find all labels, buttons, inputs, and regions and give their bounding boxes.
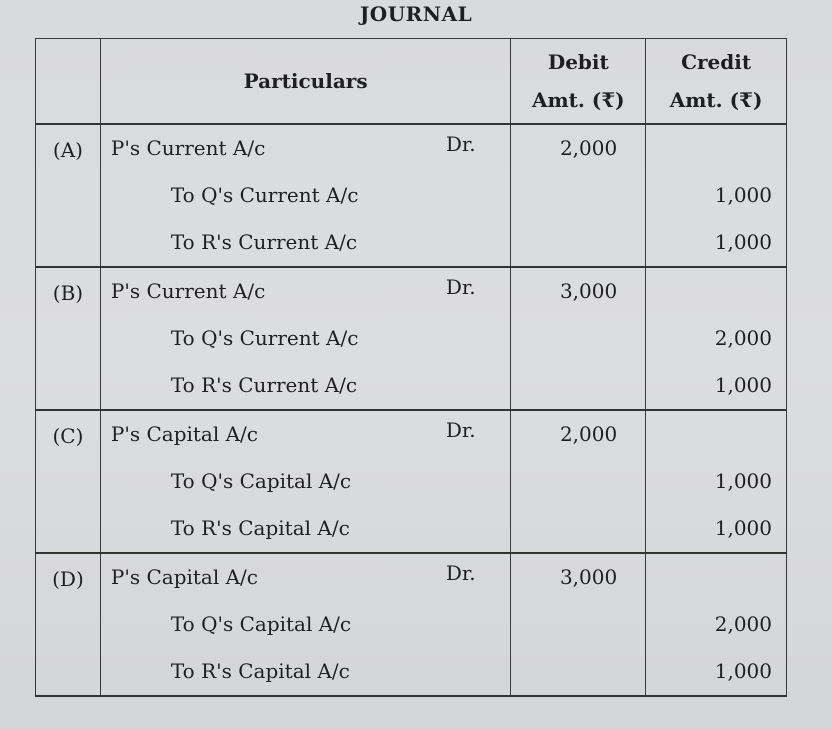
dr-marker: Dr. <box>445 561 476 585</box>
header-credit: Credit Amt. (₹) <box>645 38 787 125</box>
debit-amount: 3,000 <box>559 279 618 303</box>
debit-amount: 3,000 <box>559 565 618 589</box>
debit-account: P's Capital A/c Dr. <box>101 554 510 601</box>
credit-account: To R's Capital A/c <box>170 516 350 540</box>
credit-amount: 1,000 <box>714 659 772 683</box>
journal-entry: (D) P's Capital A/c Dr. To Q's Capital A/… <box>35 552 787 697</box>
credit-amount: 1,000 <box>714 230 772 254</box>
dr-marker: Dr. <box>445 418 476 442</box>
header-particulars: Particulars <box>99 38 512 125</box>
debit-account-name: P's Current A/c <box>110 279 266 303</box>
dr-marker: Dr. <box>445 275 476 299</box>
credit-account: To Q's Capital A/c <box>170 469 352 493</box>
entry-label: (D) <box>52 567 84 591</box>
credit-account: To Q's Current A/c <box>170 326 359 350</box>
journal-title: JOURNAL <box>359 2 473 26</box>
credit-amount: 1,000 <box>714 373 772 397</box>
debit-account-name: P's Current A/c <box>110 136 266 160</box>
journal-entry: (B) P's Current A/c Dr. To Q's Current A/… <box>35 266 787 411</box>
credit-amount: 2,000 <box>714 612 772 636</box>
debit-amount: 2,000 <box>559 422 618 446</box>
debit-account-name: P's Capital A/c <box>110 422 258 446</box>
dr-marker: Dr. <box>445 132 476 156</box>
header-label-col <box>35 38 101 125</box>
debit-account: P's Capital A/c Dr. <box>101 411 510 458</box>
debit-account-name: P's Capital A/c <box>110 565 258 589</box>
credit-amount: 2,000 <box>714 326 772 350</box>
header-row: Particulars Debit Amt. (₹) Credit Amt. (… <box>35 38 787 125</box>
credit-account: To Q's Capital A/c <box>170 612 352 636</box>
header-debit-title: Debit <box>547 50 609 74</box>
credit-account: To R's Current A/c <box>170 230 358 254</box>
header-credit-unit: Amt. (₹) <box>669 88 763 112</box>
credit-account: To R's Capital A/c <box>170 659 350 683</box>
debit-account: P's Current A/c Dr. <box>101 268 510 315</box>
debit-account: P's Current A/c Dr. <box>101 125 510 172</box>
credit-amount: 1,000 <box>714 516 772 540</box>
credit-account: To Q's Current A/c <box>170 183 359 207</box>
journal-entry: (A) P's Current A/c Dr. To Q's Current A/… <box>35 123 787 268</box>
entry-label: (B) <box>52 281 84 305</box>
credit-amount: 1,000 <box>714 183 772 207</box>
credit-account: To R's Current A/c <box>170 373 358 397</box>
entry-label: (A) <box>52 138 83 162</box>
header-debit-unit: Amt. (₹) <box>531 88 625 112</box>
journal-table: Particulars Debit Amt. (₹) Credit Amt. (… <box>35 38 787 697</box>
debit-amount: 2,000 <box>559 136 618 160</box>
credit-amount: 1,000 <box>714 469 772 493</box>
header-credit-title: Credit <box>681 50 752 74</box>
entry-label: (C) <box>52 424 84 448</box>
journal-entry: (C) P's Capital A/c Dr. To Q's Capital A/… <box>35 409 787 554</box>
header-debit: Debit Amt. (₹) <box>510 38 647 125</box>
